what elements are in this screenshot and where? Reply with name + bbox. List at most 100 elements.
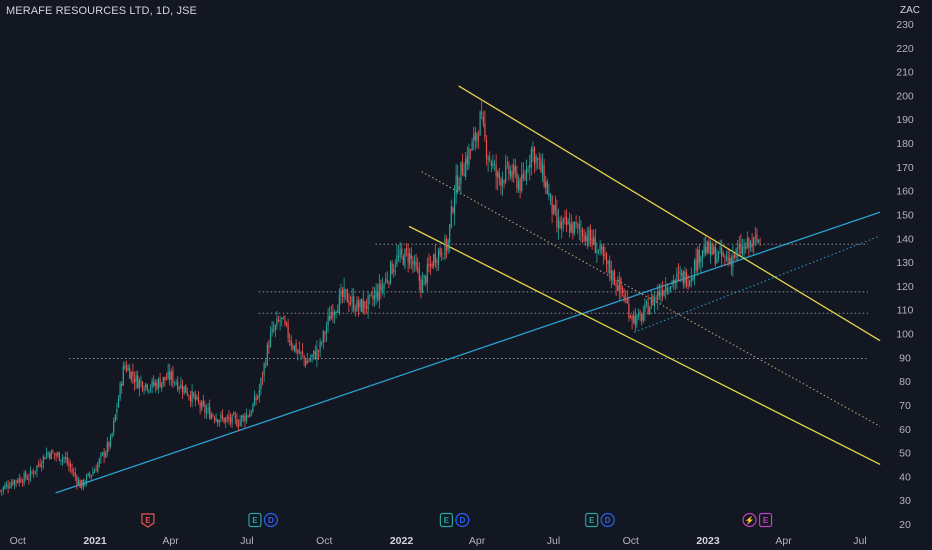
candle-body	[607, 261, 609, 265]
price-tick-label: 90	[899, 352, 911, 364]
candle-body	[757, 239, 760, 243]
candle-body	[225, 418, 227, 423]
candle-body	[44, 457, 46, 460]
candle-body	[73, 472, 75, 473]
candle-body	[613, 271, 616, 285]
candle-body	[575, 222, 577, 224]
time-axis[interactable]: Oct 2021 Apr Jul Oct 2022 Apr Jul Oct 2023 Apr Jul	[10, 535, 867, 547]
candle-body	[277, 319, 280, 321]
candle-body	[303, 355, 305, 359]
candle-body	[57, 453, 59, 456]
candle-body	[156, 382, 158, 389]
candle-body	[335, 312, 337, 314]
candle-body	[284, 319, 286, 324]
candle-body	[394, 265, 396, 268]
price-axis[interactable]: 20 30 40 50 60 70 80 90 100 110 120 130 140 150 160 170…	[896, 19, 914, 531]
candle-body	[393, 269, 395, 273]
candle-body	[647, 302, 649, 315]
candle-body	[580, 230, 582, 232]
candle-body	[113, 421, 115, 433]
candle-body	[525, 167, 528, 181]
candle-body	[637, 314, 640, 318]
candle-body	[255, 397, 257, 401]
candle-body	[415, 262, 417, 267]
candle-body	[602, 246, 604, 256]
event-badge-label: E	[145, 516, 151, 525]
candle-body	[445, 238, 448, 252]
candle-body	[567, 220, 569, 225]
candle-body	[570, 223, 572, 232]
candle-body	[458, 186, 460, 190]
candle-body	[729, 258, 731, 264]
candle-body	[559, 221, 561, 229]
candle-body	[135, 375, 137, 382]
event-badges[interactable]: E E D E D E D ⚡ E	[141, 512, 773, 528]
candle-body	[492, 162, 494, 166]
candle-body	[223, 417, 225, 423]
candle-body	[605, 253, 608, 264]
candle-body	[540, 159, 542, 173]
candle-body	[234, 415, 236, 418]
candle-body	[146, 384, 148, 391]
candle-body	[279, 320, 281, 322]
candle-body	[79, 480, 81, 488]
candle-body	[399, 249, 401, 257]
candle-body	[114, 414, 116, 422]
time-tick-label: 2022	[390, 535, 414, 547]
candle-body	[716, 257, 718, 264]
candle-body	[343, 287, 345, 298]
candle-body	[626, 298, 628, 304]
candle-body	[269, 332, 272, 347]
candle-body	[617, 285, 619, 292]
candle-body	[690, 277, 692, 281]
candle-body	[372, 295, 374, 300]
candle-body	[338, 294, 340, 314]
candle-body	[369, 294, 371, 296]
candle-body	[663, 290, 665, 297]
time-tick-label: Apr	[469, 535, 486, 547]
candle-body	[586, 236, 588, 242]
candle-body	[466, 155, 468, 165]
candle-body	[370, 293, 372, 295]
candle-body	[322, 331, 324, 343]
candle-body	[516, 172, 518, 189]
candle-body	[548, 193, 550, 196]
candle-body	[193, 392, 195, 397]
candle-body	[436, 261, 438, 263]
candle-body	[487, 158, 489, 160]
candle-body	[482, 117, 484, 123]
candlesticks	[0, 99, 761, 496]
candle-body	[402, 255, 404, 265]
candle-body	[385, 278, 387, 283]
candle-body	[237, 425, 240, 427]
candle-body	[215, 418, 217, 422]
candle-body	[353, 295, 355, 311]
event-badge-label: D	[460, 516, 466, 525]
candle-body	[524, 177, 526, 179]
candle-body	[621, 288, 624, 294]
candle-body	[108, 442, 110, 447]
candle-body	[405, 248, 408, 251]
candle-body	[489, 156, 491, 160]
candle-body	[65, 457, 67, 459]
candle-body	[300, 351, 302, 353]
candle-body	[85, 475, 88, 484]
candle-body	[309, 358, 312, 361]
candle-body	[410, 255, 412, 260]
candle-body	[93, 470, 96, 473]
candle-body	[341, 289, 344, 297]
candle-body	[615, 283, 617, 287]
candle-body	[33, 472, 35, 474]
candle-body	[205, 410, 208, 414]
candle-body	[202, 400, 204, 406]
candle-body	[105, 452, 107, 458]
candle-body	[311, 354, 313, 357]
candle-body	[362, 299, 364, 313]
candle-body	[433, 254, 435, 266]
candle-body	[141, 382, 144, 390]
candle-body	[527, 170, 529, 171]
candle-body	[378, 283, 380, 301]
candle-body	[161, 382, 163, 389]
event-badge-dividend	[263, 512, 279, 528]
